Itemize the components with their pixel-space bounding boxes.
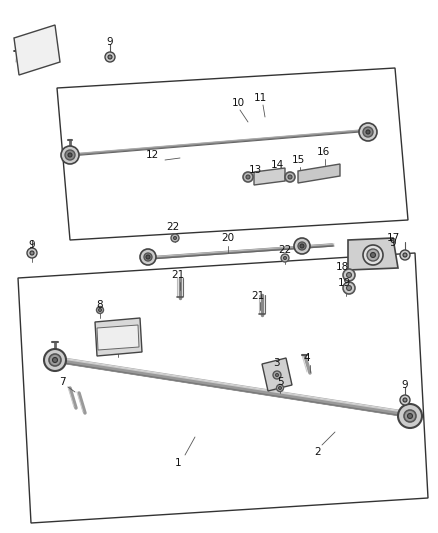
Polygon shape	[262, 358, 292, 391]
Circle shape	[108, 55, 112, 59]
Text: 17: 17	[386, 233, 399, 243]
Text: 16: 16	[316, 147, 330, 157]
Circle shape	[276, 384, 283, 392]
Circle shape	[246, 175, 250, 179]
Polygon shape	[95, 318, 142, 356]
Circle shape	[346, 286, 352, 290]
Circle shape	[96, 306, 103, 313]
Text: 20: 20	[222, 233, 235, 243]
Circle shape	[294, 238, 310, 254]
Circle shape	[288, 175, 292, 179]
Text: 13: 13	[248, 165, 261, 175]
Circle shape	[403, 398, 407, 402]
Polygon shape	[254, 168, 285, 185]
Circle shape	[359, 123, 377, 141]
Circle shape	[276, 374, 279, 376]
Circle shape	[283, 256, 286, 260]
Circle shape	[44, 349, 66, 371]
Circle shape	[99, 309, 102, 311]
Circle shape	[298, 242, 306, 250]
Circle shape	[144, 253, 152, 261]
Polygon shape	[97, 325, 139, 350]
Circle shape	[273, 371, 281, 379]
Text: 6: 6	[117, 337, 124, 347]
Circle shape	[49, 354, 61, 366]
Text: 9: 9	[107, 37, 113, 47]
Circle shape	[171, 234, 179, 242]
Circle shape	[346, 272, 352, 278]
Circle shape	[285, 172, 295, 182]
Circle shape	[398, 404, 422, 428]
Text: 10: 10	[231, 98, 244, 108]
Circle shape	[363, 245, 383, 265]
Text: 21: 21	[251, 291, 265, 301]
Circle shape	[400, 250, 410, 260]
Circle shape	[61, 146, 79, 164]
Circle shape	[146, 255, 150, 259]
Circle shape	[363, 127, 373, 137]
Circle shape	[403, 253, 407, 257]
Circle shape	[243, 172, 253, 182]
Circle shape	[140, 249, 156, 265]
Text: 9: 9	[390, 238, 396, 248]
Circle shape	[105, 52, 115, 62]
Circle shape	[404, 410, 416, 422]
Circle shape	[366, 130, 370, 134]
Polygon shape	[298, 164, 340, 183]
Circle shape	[279, 386, 282, 390]
Text: 4: 4	[304, 353, 310, 363]
Circle shape	[65, 150, 75, 160]
Text: 21: 21	[171, 270, 185, 280]
Text: 11: 11	[253, 93, 267, 103]
Circle shape	[400, 395, 410, 405]
Circle shape	[281, 254, 289, 262]
Text: 18: 18	[336, 262, 349, 272]
Circle shape	[300, 244, 304, 248]
Text: 14: 14	[270, 160, 284, 170]
Text: 1: 1	[175, 458, 181, 468]
Text: 2: 2	[314, 447, 321, 457]
Text: 12: 12	[145, 150, 159, 160]
Text: 9: 9	[402, 380, 408, 390]
Text: 3: 3	[273, 358, 279, 368]
Circle shape	[371, 253, 375, 257]
Text: 7: 7	[59, 377, 65, 387]
Polygon shape	[14, 25, 60, 75]
Text: 19: 19	[337, 278, 351, 288]
Circle shape	[30, 251, 34, 255]
Circle shape	[173, 237, 177, 239]
Text: 22: 22	[279, 245, 292, 255]
Circle shape	[53, 358, 57, 362]
Text: 5: 5	[277, 377, 283, 387]
Text: 8: 8	[97, 300, 103, 310]
Circle shape	[407, 414, 413, 418]
Circle shape	[367, 249, 379, 261]
Circle shape	[68, 153, 72, 157]
Text: 22: 22	[166, 222, 180, 232]
Circle shape	[343, 282, 355, 294]
Text: 9: 9	[28, 240, 35, 250]
Polygon shape	[348, 238, 398, 270]
Circle shape	[343, 269, 355, 281]
Text: 15: 15	[291, 155, 304, 165]
Circle shape	[27, 248, 37, 258]
